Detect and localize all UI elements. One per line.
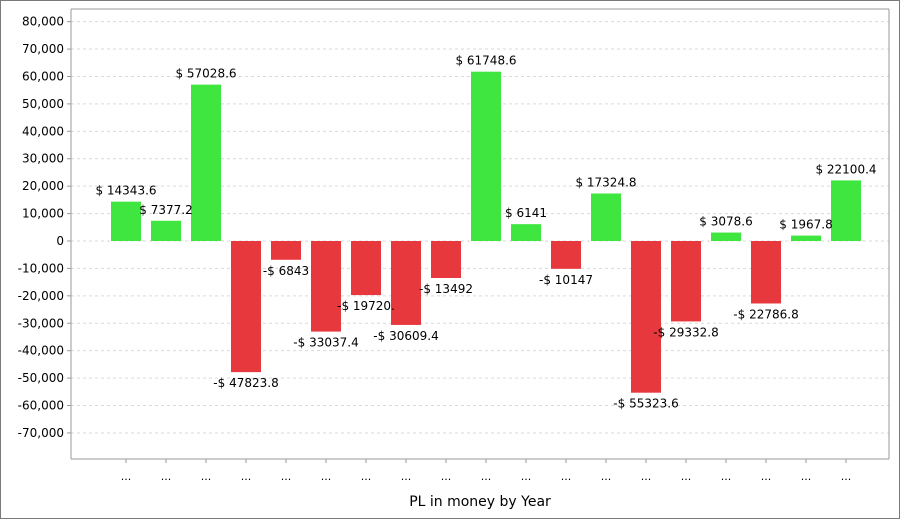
y-tick-label: -10,000 (18, 261, 64, 275)
data-label: -$ 6843 (263, 264, 309, 278)
data-label: $ 22100.4 (815, 162, 876, 176)
y-tick-label: -40,000 (18, 344, 64, 358)
y-tick-label: -70,000 (18, 426, 64, 440)
bar (311, 241, 341, 332)
bar (191, 84, 221, 241)
x-tick-label: ... (521, 470, 532, 483)
bar (471, 71, 501, 242)
data-label: -$ 30609.4 (373, 329, 438, 343)
x-axis-categories: ........................................… (121, 459, 852, 483)
y-tick-label: -50,000 (18, 371, 64, 385)
bar (231, 241, 261, 373)
data-label: -$ 47823.8 (213, 376, 278, 390)
data-labels: $ 14343.6 $ 7377.2 $ 57028.6 -$ 47823.8 -$ 6… (95, 54, 876, 411)
x-tick-label: ... (281, 470, 292, 483)
x-tick-label: ... (121, 470, 132, 483)
y-axis-ticks: 80,000 70,000 60,000 50,000 40,000 30,000 20,0… (18, 15, 71, 440)
y-tick-label: 40,000 (22, 124, 64, 138)
y-tick-label: -30,000 (18, 316, 64, 330)
data-label: $ 1967.8 (779, 218, 832, 232)
data-label: $ 7377.2 (139, 203, 192, 217)
y-tick-label: 50,000 (22, 97, 64, 111)
data-label: $ 6141 (505, 206, 547, 220)
x-tick-label: ... (841, 470, 852, 483)
y-tick-label: 0 (56, 234, 64, 248)
y-tick-label: 20,000 (22, 179, 64, 193)
x-tick-label: ... (361, 470, 372, 483)
y-tick-label: 10,000 (22, 207, 64, 221)
bar (791, 235, 821, 241)
data-label: -$ 22786.8 (733, 307, 798, 321)
data-label: $ 3078.6 (699, 215, 752, 229)
data-label: -$ 13492 (419, 282, 473, 296)
y-tick-label: -20,000 (18, 289, 64, 303)
x-tick-label: ... (201, 470, 212, 483)
x-tick-label: ... (561, 470, 572, 483)
bar (511, 224, 541, 241)
bar (431, 241, 461, 278)
y-tick-label: 60,000 (22, 69, 64, 83)
bar (751, 241, 781, 304)
data-label: -$ 33037.4 (293, 336, 358, 350)
x-tick-label: ... (321, 470, 332, 483)
bar (111, 201, 141, 241)
x-tick-label: ... (481, 470, 492, 483)
bar (271, 241, 301, 260)
bar (631, 241, 661, 393)
x-tick-label: ... (681, 470, 692, 483)
bar (551, 241, 581, 269)
x-tick-label: ... (401, 470, 412, 483)
x-tick-label: ... (601, 470, 612, 483)
y-tick-label: 80,000 (22, 15, 64, 29)
x-tick-label: ... (761, 470, 772, 483)
data-label: $ 61748.6 (455, 54, 516, 68)
data-label: -$ 10147 (539, 273, 593, 287)
x-tick-label: ... (641, 470, 652, 483)
data-label: -$ 29332.8 (653, 325, 718, 339)
y-tick-label: 30,000 (22, 152, 64, 166)
data-label: $ 17324.8 (575, 175, 636, 189)
bar (591, 193, 621, 241)
data-label: -$ 55323.6 (613, 397, 678, 411)
bar (351, 241, 381, 296)
data-label: -$ 19720. (337, 299, 395, 313)
bar (711, 232, 741, 241)
x-axis-title: PL in money by Year (409, 494, 551, 510)
bar (671, 241, 701, 322)
bar (831, 180, 861, 241)
data-label: $ 57028.6 (175, 67, 236, 81)
x-tick-label: ... (441, 470, 452, 483)
x-tick-label: ... (801, 470, 812, 483)
x-tick-label: ... (161, 470, 172, 483)
y-tick-label: 70,000 (22, 42, 64, 56)
bars (111, 71, 861, 393)
bar (391, 241, 421, 325)
data-label: $ 14343.6 (95, 184, 156, 198)
y-tick-label: -60,000 (18, 399, 64, 413)
x-tick-label: ... (241, 470, 252, 483)
bar (151, 220, 181, 241)
x-tick-label: ... (721, 470, 732, 483)
